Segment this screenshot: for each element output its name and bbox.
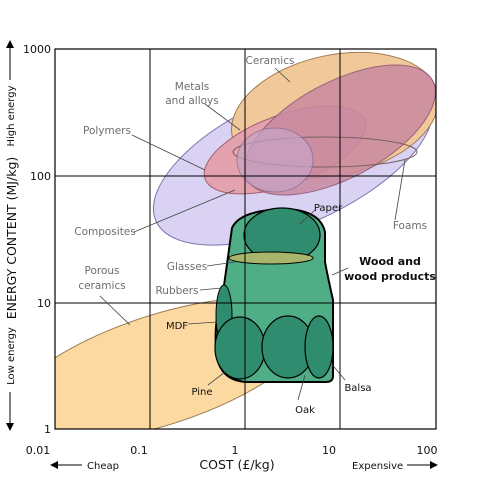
y-axis-title: ENERGY CONTENT (MJ/kg) xyxy=(4,157,19,320)
x-tick-1: 1 xyxy=(232,444,239,457)
pine-region xyxy=(214,316,266,380)
plot-regions xyxy=(55,51,436,429)
high-energy-arrow xyxy=(6,40,14,80)
y-tick-1000: 1000 xyxy=(23,43,51,56)
grid xyxy=(54,48,437,430)
oak-label: Oak xyxy=(295,405,315,416)
x-axis-expensive-note: Expensive xyxy=(352,461,403,472)
low-energy-arrow xyxy=(6,392,14,431)
leader-lines xyxy=(99,67,406,401)
x-tick-0.01: 0.01 xyxy=(26,444,51,457)
y-tick-1: 1 xyxy=(44,423,51,436)
x-axis-cheap-note: Cheap xyxy=(87,461,119,472)
cheap-arrow xyxy=(50,461,82,469)
x-tick-100: 100 xyxy=(417,444,438,457)
glasses-label: Glasses xyxy=(167,261,207,273)
ceramics-label: Ceramics xyxy=(246,55,295,67)
wood-label-line1: Wood and xyxy=(359,255,421,268)
porous-ceramics-label-line2: ceramics xyxy=(78,280,125,292)
metals-label-line2: and alloys xyxy=(165,95,218,107)
x-axis-title: COST (£/kg) xyxy=(199,457,274,472)
expensive-arrow xyxy=(407,461,438,469)
balsa-region xyxy=(304,315,334,379)
porous-ceramics-label-line1: Porous xyxy=(84,265,119,277)
glasses-region xyxy=(228,251,314,265)
composites-lobe xyxy=(236,127,314,193)
foams-label: Foams xyxy=(393,220,427,232)
y-tick-100: 100 xyxy=(30,170,51,183)
x-tick-10: 10 xyxy=(322,444,336,457)
y-tick-10: 10 xyxy=(37,297,51,310)
balsa-label: Balsa xyxy=(344,383,371,394)
composites-label: Composites xyxy=(74,226,136,238)
y-axis-low-energy-note: Low energy xyxy=(6,327,17,385)
rubbers-label: Rubbers xyxy=(155,285,198,297)
pine-label: Pine xyxy=(191,387,212,398)
polymers-label: Polymers xyxy=(83,125,131,137)
foams-region xyxy=(232,136,418,168)
x-tick-0.1: 0.1 xyxy=(130,444,148,457)
metals-label-line1: Metals xyxy=(175,81,209,93)
mdf-label: MDF xyxy=(166,321,188,332)
wood-label-line2: wood products xyxy=(344,270,436,283)
paper-label: Paper xyxy=(314,203,343,214)
y-axis-high-energy-note: High energy xyxy=(6,85,17,146)
